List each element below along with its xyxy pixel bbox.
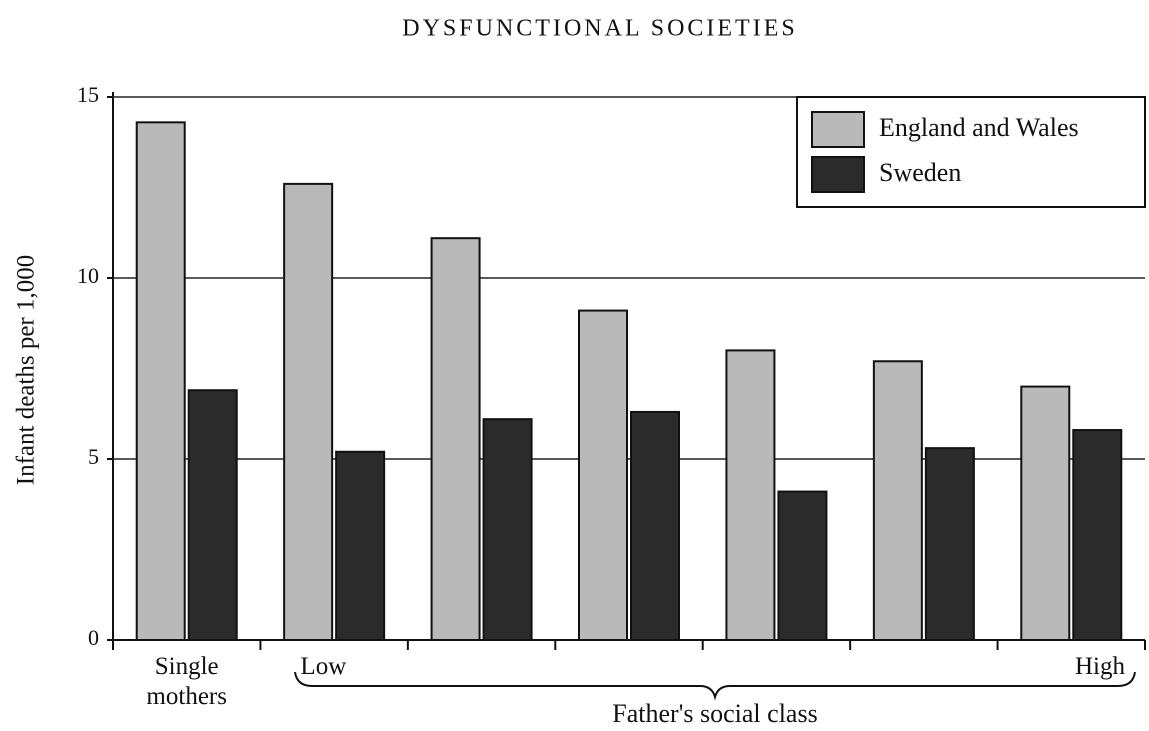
brace — [294, 671, 1136, 701]
bar — [630, 410, 680, 641]
y-tick-label: 5 — [88, 444, 99, 469]
legend-label: England and Wales — [879, 113, 1079, 142]
bar — [283, 182, 334, 641]
bar — [578, 309, 628, 641]
bar — [430, 237, 481, 641]
legend-swatch — [811, 111, 865, 148]
bar — [725, 349, 776, 641]
legend-label: Sweden — [879, 158, 961, 187]
x-axis-label: Father's social class — [612, 699, 817, 728]
y-axis-label: Infant deaths per 1,000 — [13, 255, 40, 485]
y-tick-label: 15 — [77, 82, 99, 107]
x-tick-label: Single mothers — [146, 653, 227, 710]
bar — [135, 121, 186, 641]
chart-title: DYSFUNCTIONAL SOCIETIES — [402, 16, 797, 42]
x-tick-label: High — [1074, 653, 1125, 680]
y-tick-label: 0 — [88, 625, 99, 650]
x-tick-label-box: High — [1074, 653, 1125, 680]
bar — [335, 450, 386, 642]
bar — [187, 389, 238, 641]
bar — [872, 360, 923, 641]
legend-swatch — [811, 156, 865, 193]
x-tick-label-box: Low — [300, 653, 347, 680]
bar — [1072, 429, 1123, 642]
bar — [1020, 385, 1071, 641]
x-tick-label: Low — [300, 653, 347, 680]
bar — [924, 447, 975, 642]
bar — [777, 490, 828, 641]
x-tick-label-box: Single mothers — [146, 653, 227, 710]
y-tick-label: 10 — [77, 263, 99, 288]
bar — [482, 418, 533, 641]
